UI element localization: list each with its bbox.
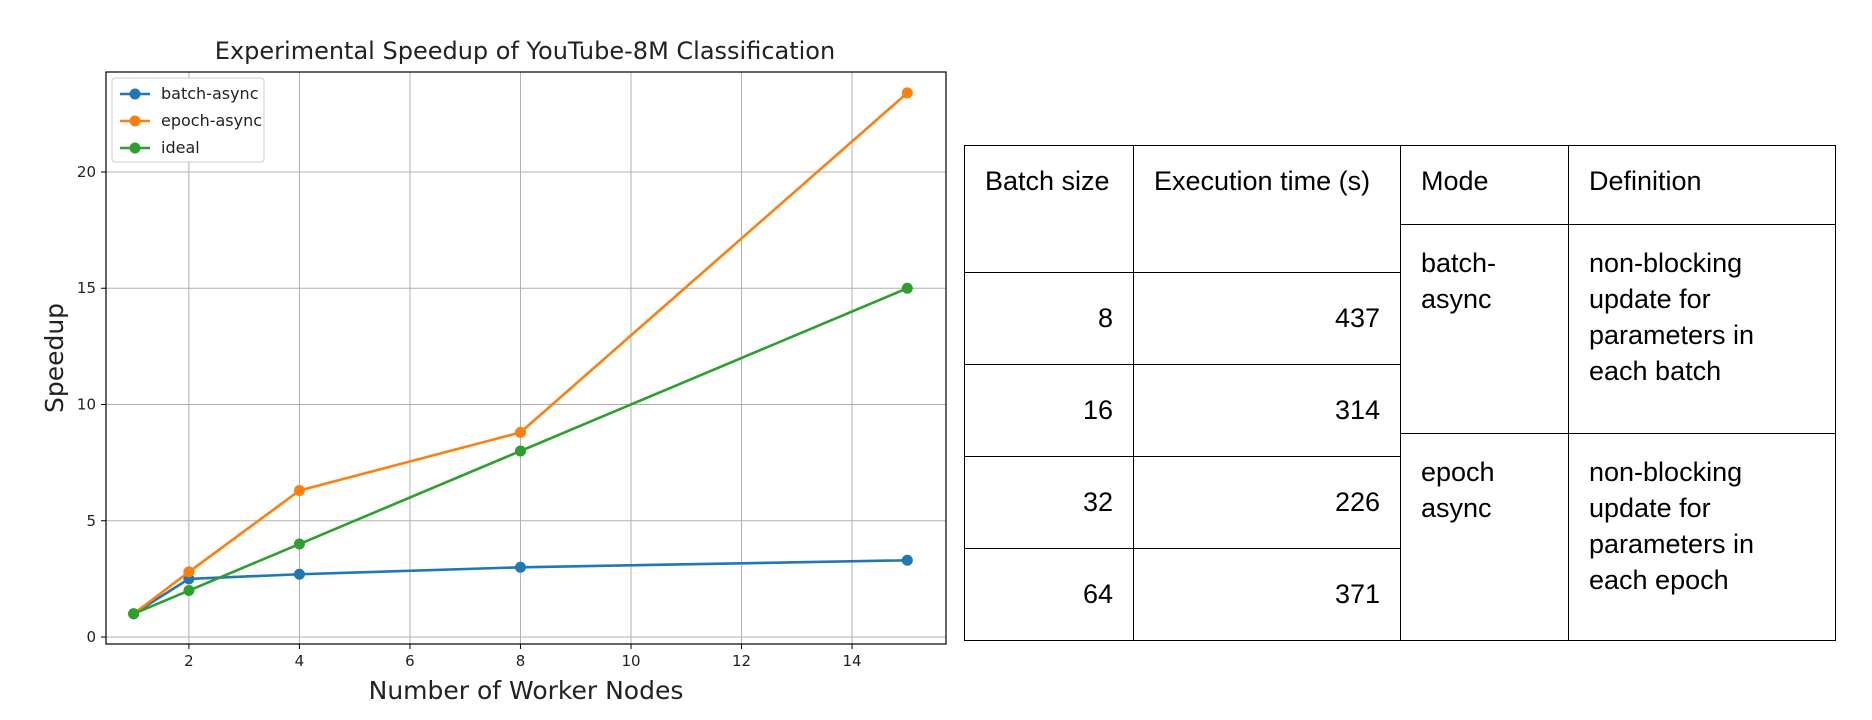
plot-frame [105,71,947,645]
mode-line: epoch [1421,457,1495,487]
definition-cell-batch: non-blocking update for parameters in ea… [1568,224,1836,434]
execution-time-cell: 371 [1133,548,1401,641]
data-point-epoch-async [901,87,913,99]
data-point-ideal [183,585,195,597]
header-execution-time: Execution time (s) [1133,145,1401,273]
batch-size-cell: 32 [964,456,1134,549]
x-tick-label: 10 [621,652,640,670]
definition-cell-epoch: non-blocking update for parameters in ea… [1568,433,1836,641]
definition-line: each epoch [1589,565,1729,595]
data-point-ideal [901,282,913,294]
legend-label-ideal: ideal [161,138,200,157]
mode-cell-epoch: epoch async [1400,433,1569,641]
legend-marker-epoch-async [129,115,141,127]
batch-size-cell: 64 [964,548,1134,641]
x-axis-label: Number of Worker Nodes [369,676,684,705]
x-tick-label: 8 [516,652,526,670]
y-tick-label: 0 [86,628,96,646]
y-tick-label: 20 [77,163,96,181]
y-tick-label: 15 [77,279,96,297]
definition-line: each batch [1589,356,1722,386]
execution-time-cell: 314 [1133,364,1401,457]
definition-line: update for [1589,493,1711,523]
x-tick-label: 6 [405,652,415,670]
data-point-ideal [128,608,140,620]
data-point-epoch-async [183,566,195,578]
definition-line: parameters in [1589,529,1755,559]
data-point-ideal [293,538,305,550]
data-point-batch-async [293,568,305,580]
legend-label-batch-async: batch-async [161,84,259,103]
batch-size-cell: 8 [964,272,1134,365]
chart-series [128,87,913,620]
speedup-chart: Experimental Speedup of YouTube-8M Class… [40,37,947,705]
chart-legend: batch-async epoch-async ideal [111,77,265,163]
mode-line: async [1421,493,1492,523]
legend-box [111,77,265,163]
execution-time-cell: 437 [1133,272,1401,365]
chart-ticks: 2 4 6 8 10 12 14 0 5 10 15 20 [77,163,862,670]
data-point-ideal [514,445,526,457]
definition-line: update for [1589,284,1711,314]
y-tick-label: 10 [77,396,96,414]
mode-line: batch- [1421,248,1497,278]
data-point-epoch-async [514,426,526,438]
definition-line: parameters in [1589,320,1755,350]
mode-cell-batch: batch- async [1400,224,1569,434]
results-table: Batch size Execution time (s) Mode Defin… [964,145,1836,641]
data-point-batch-async [901,554,913,566]
x-tick-label: 4 [295,652,305,670]
data-point-batch-async [514,561,526,573]
batch-size-cell: 16 [964,364,1134,457]
legend-label-epoch-async: epoch-async [161,111,262,130]
execution-time-cell: 226 [1133,456,1401,549]
definition-line: non-blocking [1589,248,1743,278]
x-tick-label: 2 [184,652,194,670]
chart-title: Experimental Speedup of YouTube-8M Class… [215,37,835,65]
y-tick-label: 5 [86,512,96,530]
mode-line: async [1421,284,1492,314]
definition-line: non-blocking [1589,457,1743,487]
data-point-epoch-async [293,485,305,497]
header-definition: Definition [1568,145,1836,225]
header-mode: Mode [1400,145,1569,225]
x-tick-label: 14 [843,652,862,670]
x-tick-label: 12 [732,652,751,670]
legend-marker-ideal [129,142,141,154]
header-batch-size: Batch size [964,145,1134,273]
y-axis-label: Speedup [40,303,69,413]
legend-marker-batch-async [129,88,141,100]
